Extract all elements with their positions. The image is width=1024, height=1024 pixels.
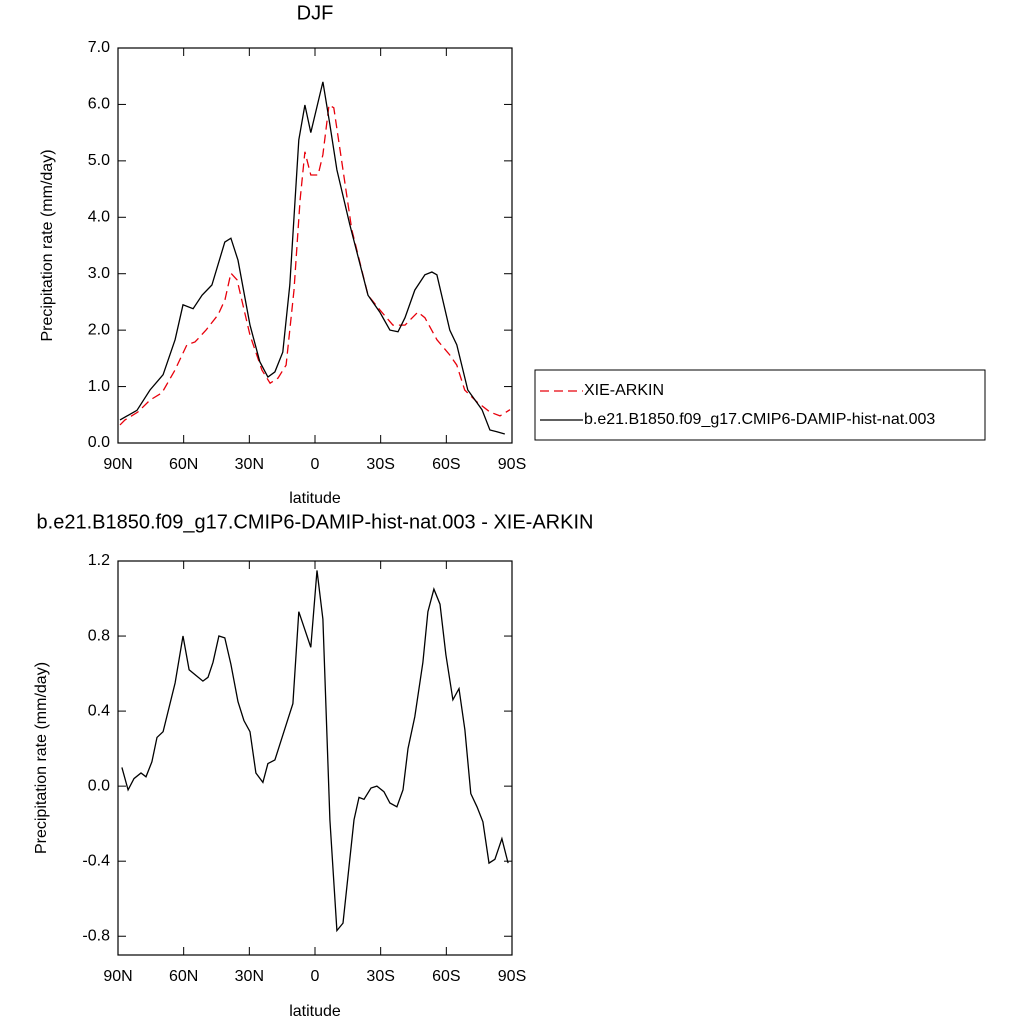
legend-label: XIE-ARKIN [584, 382, 664, 399]
y-tick-label: 4.0 [88, 209, 110, 226]
plot-frame [117, 47, 513, 444]
x-tick-label: 90N [103, 456, 132, 473]
x-tick-label: 90N [103, 968, 132, 985]
x-axis-label: latitude [289, 490, 341, 507]
data-line [121, 570, 509, 933]
x-tick-label: 0 [311, 968, 320, 985]
y-tick-label: 0.0 [88, 434, 110, 451]
legend-label: b.e21.B1850.f09_g17.CMIP6-DAMIP-hist-nat… [584, 411, 935, 428]
x-tick-label: 60N [169, 456, 198, 473]
y-tick-label: 1.2 [88, 552, 110, 569]
x-tick-label: 60N [169, 968, 198, 985]
y-tick-label: 0.8 [88, 627, 110, 644]
x-tick-label: 30S [366, 968, 394, 985]
chart-title: b.e21.B1850.f09_g17.CMIP6-DAMIP-hist-nat… [37, 511, 594, 533]
y-tick-label: 7.0 [88, 39, 110, 56]
x-tick-label: 30N [235, 968, 264, 985]
x-tick-label: 0 [311, 456, 320, 473]
x-tick-label: 30S [366, 456, 394, 473]
chart-title: DJF [297, 2, 334, 24]
x-tick-label: 30N [235, 456, 264, 473]
y-tick-label: 6.0 [88, 96, 110, 113]
data-line [119, 81, 505, 435]
y-tick-label: 2.0 [88, 321, 110, 338]
y-axis-label: Precipitation rate (mm/day) [39, 149, 56, 341]
x-tick-label: 90S [498, 456, 526, 473]
y-tick-label: 1.0 [88, 378, 110, 395]
y-tick-label: 5.0 [88, 152, 110, 169]
y-tick-label: 0.4 [88, 702, 110, 719]
y-axis-label: Precipitation rate (mm/day) [33, 662, 50, 854]
y-tick-label: 3.0 [88, 265, 110, 282]
y-tick-label: 0.0 [88, 777, 110, 794]
y-tick-label: -0.8 [82, 927, 110, 944]
legend-box [534, 369, 986, 441]
plot-frame [117, 560, 513, 956]
x-tick-label: 60S [432, 968, 460, 985]
y-tick-label: -0.4 [82, 852, 110, 869]
data-line [119, 103, 511, 426]
x-axis-label: latitude [289, 1003, 341, 1020]
x-tick-label: 90S [498, 968, 526, 985]
x-tick-label: 60S [432, 456, 460, 473]
